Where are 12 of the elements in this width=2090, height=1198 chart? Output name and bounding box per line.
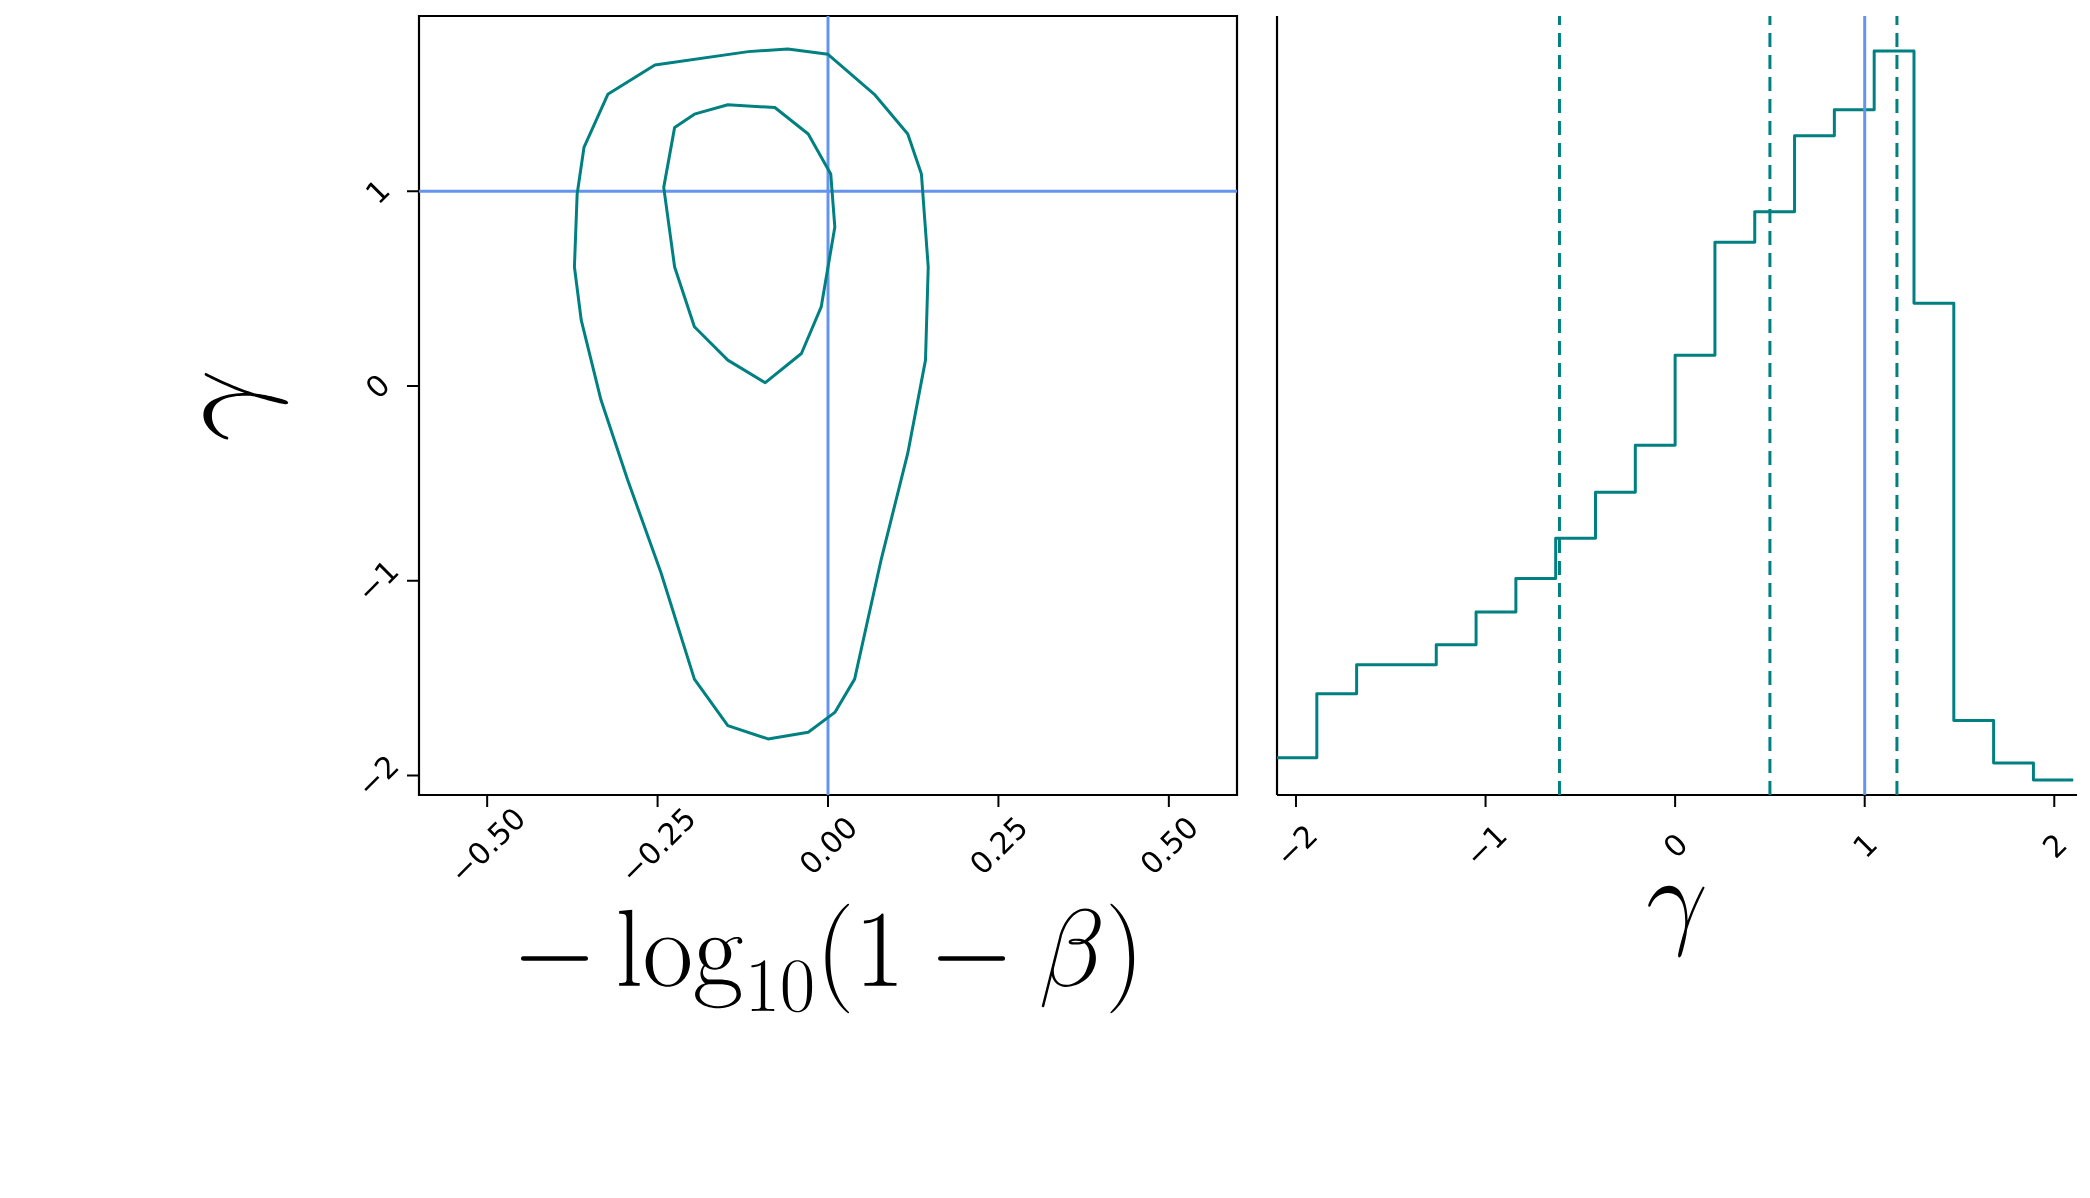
x-axis-title: $\gamma$ bbox=[1648, 885, 1705, 958]
x-tick-label: 1 bbox=[1853, 836, 1878, 857]
x-tick-label: 0 bbox=[1665, 835, 1686, 856]
y-tick-label: −2 bbox=[364, 756, 399, 791]
x-axis-title: $-\log_{10}(1-\beta)$ bbox=[521, 903, 1135, 1014]
x-tick-label: −1 bbox=[1472, 827, 1507, 861]
y-tick-label: −1 bbox=[364, 562, 399, 597]
y-axis-title: $\gamma$ bbox=[203, 373, 289, 440]
y-tick-label: 1 bbox=[365, 182, 390, 204]
x-tick-label: 2 bbox=[2042, 835, 2067, 859]
x-tick-label: −2 bbox=[1282, 826, 1318, 861]
y-tick-label: 0 bbox=[367, 375, 388, 397]
